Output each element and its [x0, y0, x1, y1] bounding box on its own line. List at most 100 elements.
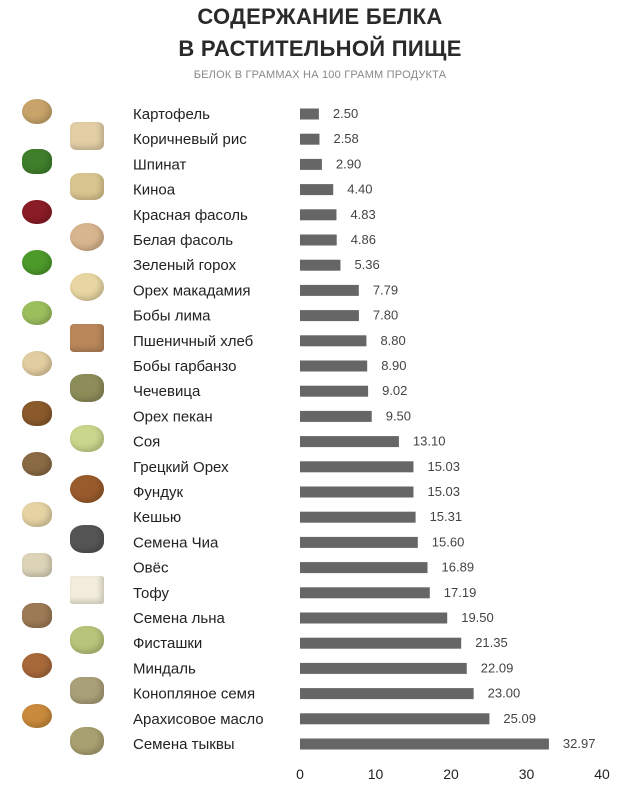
category-label: Киноа [133, 182, 176, 199]
bar [300, 234, 337, 246]
category-label: Орех макадамия [133, 282, 251, 299]
bar [300, 184, 334, 196]
hazelnut-icon [70, 475, 104, 503]
category-label: Тофу [133, 585, 170, 602]
walnut-icon [22, 451, 52, 477]
category-label: Семена Чиа [133, 534, 219, 551]
garbanzo-icon [22, 351, 52, 376]
x-tick-label: 0 [296, 766, 304, 782]
bar [300, 133, 320, 145]
value-label: 15.03 [427, 484, 460, 499]
bar [300, 536, 418, 548]
category-label: Миндаль [133, 660, 196, 677]
tofu-icon [70, 575, 104, 604]
category-label: Фундук [133, 484, 183, 501]
value-label: 4.83 [350, 207, 375, 222]
bar [300, 587, 430, 599]
chart-title-line2: В РАСТИТЕЛЬНОЙ ПИЩЕ [178, 36, 462, 61]
pistachio-icon [70, 626, 104, 655]
quinoa-icon [70, 172, 104, 201]
chia-icon [70, 525, 104, 554]
white-beans-icon [70, 223, 104, 251]
bar [300, 284, 359, 296]
value-label: 2.90 [336, 156, 361, 171]
bar [300, 637, 462, 649]
bar [300, 385, 369, 397]
category-label: Овёс [133, 560, 169, 577]
green-peas-icon [22, 250, 52, 275]
bar [300, 461, 414, 473]
category-label: Красная фасоль [133, 207, 248, 224]
category-label: Зеленый горох [133, 257, 237, 274]
pumpkin-seed-icon [70, 727, 104, 755]
value-label: 17.19 [444, 585, 477, 600]
value-label: 16.89 [442, 560, 475, 575]
lima-beans-icon [22, 300, 52, 326]
value-label: 21.35 [475, 635, 508, 650]
value-label: 8.90 [381, 358, 406, 373]
x-tick-label: 40 [594, 766, 610, 782]
bar [300, 662, 467, 674]
value-label: 22.09 [481, 660, 514, 675]
bar [300, 410, 372, 422]
x-tick-label: 30 [519, 766, 535, 782]
red-beans-icon [22, 199, 52, 225]
macadamia-icon [70, 273, 104, 302]
category-label: Соя [133, 434, 160, 451]
value-label: 9.02 [382, 383, 407, 398]
bar [300, 511, 416, 523]
category-label: Семена льна [133, 610, 225, 627]
almond-icon [22, 653, 52, 678]
cashew-icon [22, 502, 52, 527]
bar [300, 310, 359, 322]
value-label: 25.09 [503, 711, 536, 726]
bar [300, 688, 474, 700]
value-label: 19.50 [461, 610, 494, 625]
wheat-bread-icon [70, 323, 104, 352]
value-label: 4.86 [351, 232, 376, 247]
value-label: 15.60 [432, 534, 465, 549]
value-label: 2.50 [333, 106, 358, 121]
x-tick-label: 20 [443, 766, 459, 782]
category-label: Фисташки [133, 635, 202, 652]
chart-subtitle: БЕЛОК В ГРАММАХ НА 100 ГРАММ ПРОДУКТА [193, 69, 447, 81]
bar [300, 158, 322, 170]
bar [300, 562, 428, 574]
bar [300, 108, 319, 120]
bar [300, 486, 414, 498]
chart-title-line1: СОДЕРЖАНИЕ БЕЛКА [197, 4, 443, 29]
category-label: Грецкий Орех [133, 459, 229, 476]
value-label: 13.10 [413, 434, 446, 449]
bar [300, 738, 549, 750]
value-label: 8.80 [380, 333, 405, 348]
lentils-icon [70, 374, 104, 403]
oats-icon [22, 552, 52, 578]
bar [300, 436, 399, 448]
category-label: Пшеничный хлеб [133, 333, 253, 350]
value-label: 7.80 [373, 308, 398, 323]
value-label: 7.79 [373, 282, 398, 297]
value-label: 23.00 [488, 686, 521, 701]
category-label: Арахисовое масло [133, 711, 264, 728]
bar [300, 209, 337, 221]
bar [300, 713, 490, 725]
category-label: Белая фасоль [133, 232, 233, 249]
peanut-butter-icon [22, 703, 52, 729]
category-label: Бобы лима [133, 308, 211, 325]
category-label: Конопляное семя [133, 686, 255, 703]
potato-icon [22, 99, 52, 124]
category-label: Коричневый рис [133, 131, 247, 148]
bar [300, 360, 368, 372]
spinach-icon [22, 149, 52, 174]
category-label: Орех пекан [133, 408, 213, 425]
value-label: 9.50 [386, 408, 411, 423]
brown-rice-icon [70, 122, 104, 151]
value-label: 4.40 [347, 182, 372, 197]
category-label: Кешью [133, 509, 181, 526]
value-label: 5.36 [354, 257, 379, 272]
value-label: 15.31 [430, 509, 463, 524]
bar [300, 259, 341, 271]
bar [300, 335, 367, 347]
value-label: 15.03 [427, 459, 460, 474]
